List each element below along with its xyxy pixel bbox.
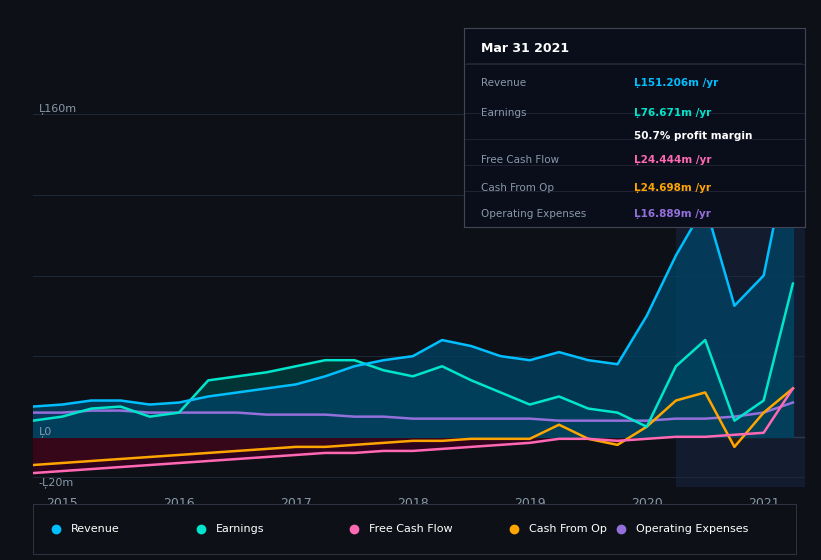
Text: Ļ24.698m /yr: Ļ24.698m /yr [635, 183, 711, 193]
Text: Free Cash Flow: Free Cash Flow [369, 524, 452, 534]
Text: Revenue: Revenue [71, 524, 120, 534]
Text: Earnings: Earnings [481, 108, 526, 118]
Text: Ļ151.206m /yr: Ļ151.206m /yr [635, 78, 718, 88]
Text: Operating Expenses: Operating Expenses [481, 209, 586, 219]
Text: Revenue: Revenue [481, 78, 526, 88]
Text: Cash From Op: Cash From Op [481, 183, 554, 193]
Text: 50.7% profit margin: 50.7% profit margin [635, 132, 753, 141]
Text: Ļ76.671m /yr: Ļ76.671m /yr [635, 108, 712, 118]
Text: Free Cash Flow: Free Cash Flow [481, 155, 559, 165]
Text: Mar 31 2021: Mar 31 2021 [481, 42, 569, 55]
Text: Cash From Op: Cash From Op [530, 524, 607, 534]
Text: Operating Expenses: Operating Expenses [636, 524, 749, 534]
Text: -Ļ20m: -Ļ20m [39, 477, 74, 488]
Text: Earnings: Earnings [216, 524, 264, 534]
Text: Ļ24.444m /yr: Ļ24.444m /yr [635, 155, 712, 165]
Text: Ļ160m: Ļ160m [39, 104, 77, 114]
Bar [676, 84, 821, 487]
Text: Ļ16.889m /yr: Ļ16.889m /yr [635, 209, 711, 219]
Text: Ļ0: Ļ0 [39, 426, 52, 437]
